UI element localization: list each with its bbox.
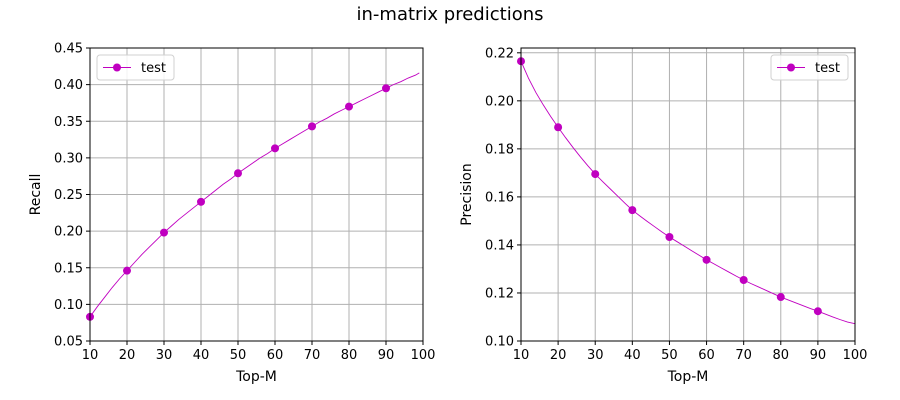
x-tick-label: 100 (411, 348, 436, 363)
x-tick-label: 20 (119, 348, 136, 363)
data-point (813, 307, 822, 316)
y-tick-label: 0.10 (485, 335, 514, 350)
x-tick-label: 60 (698, 348, 715, 363)
axes-frame (89, 47, 424, 342)
x-tick-label: 10 (513, 348, 530, 363)
x-tick-label: 50 (661, 348, 678, 363)
y-tick-label: 0.16 (485, 190, 514, 205)
x-tick-label: 80 (773, 348, 790, 363)
y-tick-label: 0.20 (485, 94, 514, 109)
x-tick-label: 40 (624, 348, 641, 363)
legend-marker (113, 63, 121, 72)
data-point (739, 275, 748, 284)
y-tick-label: 0.12 (485, 286, 514, 301)
y-tick-label: 0.30 (54, 151, 83, 166)
x-tick-label: 70 (735, 348, 752, 363)
x-axis-label: Top-M (235, 369, 277, 385)
data-point (591, 170, 600, 179)
data-point (628, 206, 637, 215)
data-point (160, 228, 168, 237)
y-tick-label: 0.35 (54, 115, 83, 130)
chart-panel-2: 10 20 30 40 50 60 70 80 90 100 0.10 0.12 0.14 0.16 0.1… (459, 46, 867, 385)
data-point (776, 293, 785, 302)
y-tick-label: 0.10 (54, 298, 83, 313)
x-tick-label: 80 (341, 348, 358, 363)
y-axis-label: Precision (459, 163, 475, 225)
series-line (521, 61, 855, 325)
data-point (382, 84, 390, 93)
legend-box (770, 54, 849, 81)
x-tick-label: 60 (267, 348, 284, 363)
x-tick-label: 50 (230, 348, 247, 363)
data-point (665, 233, 674, 242)
data-point (123, 266, 131, 275)
data-point (702, 255, 711, 264)
legend-label: test (815, 61, 840, 76)
x-tick-label: 10 (82, 348, 99, 363)
y-tick-label: 0.40 (54, 78, 83, 93)
data-point (554, 123, 563, 132)
series-line (90, 72, 420, 318)
data-point (197, 197, 205, 206)
legend-marker (787, 63, 795, 72)
x-tick-label: 90 (810, 348, 827, 363)
x-tick-label: 100 (843, 348, 868, 363)
x-tick-label: 90 (378, 348, 395, 363)
y-tick-label: 0.15 (54, 261, 83, 276)
x-tick-label: 30 (587, 348, 604, 363)
chart-panel-1: 10 20 30 40 50 60 70 80 90 100 0.05 0.10 0.15 0.20 0.2… (28, 42, 435, 386)
legend: test (770, 54, 849, 81)
data-point (271, 144, 279, 153)
data-point (234, 169, 242, 178)
figure-title: in-matrix predictions (356, 4, 544, 25)
x-tick-label: 70 (304, 348, 321, 363)
legend-label: test (141, 61, 166, 76)
data-point (345, 102, 353, 111)
y-tick-label: 0.05 (54, 335, 83, 350)
data-point (308, 122, 316, 131)
y-tick-label: 0.22 (485, 46, 514, 61)
y-tick-label: 0.18 (485, 142, 514, 157)
legend-box (96, 54, 175, 81)
legend: test (96, 54, 175, 81)
y-tick-label: 0.45 (54, 42, 83, 57)
y-axis-label: Recall (28, 174, 44, 216)
x-axis-label: Top-M (667, 369, 709, 385)
axes-frame (520, 47, 856, 342)
x-tick-label: 40 (193, 348, 210, 363)
y-tick-label: 0.20 (54, 225, 83, 240)
x-tick-label: 20 (550, 348, 567, 363)
y-tick-label: 0.14 (485, 238, 514, 253)
y-tick-label: 0.25 (54, 188, 83, 203)
x-tick-label: 30 (156, 348, 173, 363)
